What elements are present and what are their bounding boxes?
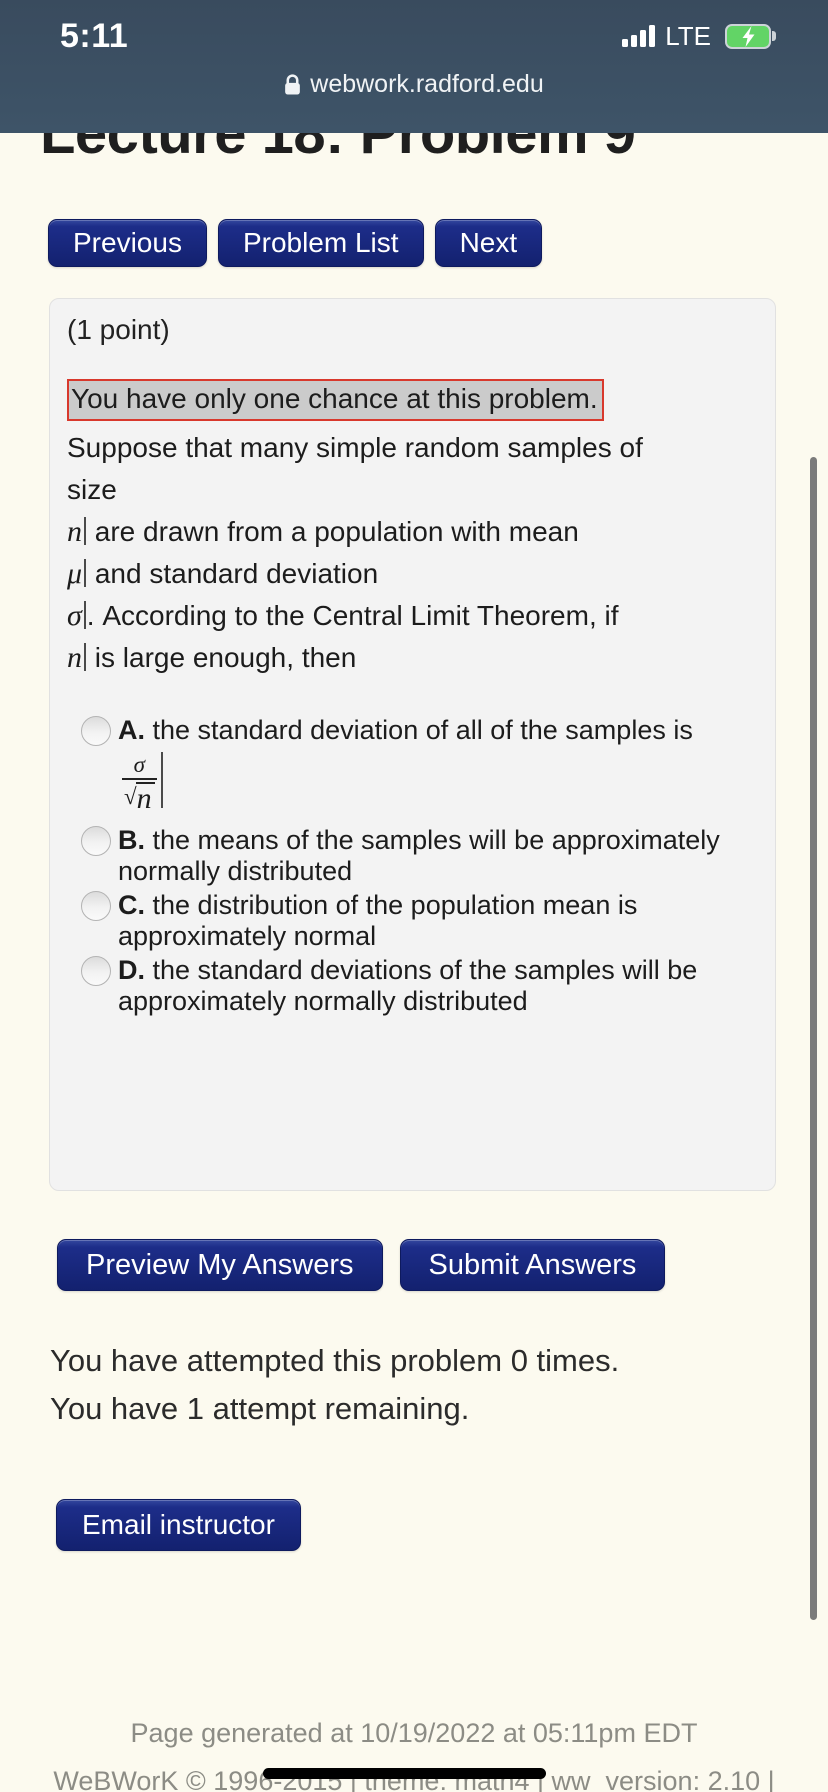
url-bar[interactable]: webwork.radford.edu bbox=[0, 70, 828, 99]
preview-answers-button[interactable]: Preview My Answers bbox=[57, 1239, 383, 1291]
page-scrollbar[interactable] bbox=[810, 457, 817, 1620]
option-text: the standard deviation of all of the sam… bbox=[152, 715, 693, 745]
next-button[interactable]: Next bbox=[434, 219, 543, 267]
math-cursor-bar bbox=[83, 601, 86, 629]
answer-actions: Preview My Answers Submit Answers bbox=[57, 1239, 828, 1291]
email-row: Email instructor bbox=[56, 1499, 828, 1551]
option-row-d[interactable]: D. the standard deviations of the sample… bbox=[67, 955, 758, 1017]
math-symbol-mu: μ bbox=[67, 557, 83, 590]
fraction-sigma-over-sqrt-n: σ √ n bbox=[122, 752, 693, 814]
option-text: the distribution of the population mean … bbox=[118, 890, 638, 951]
option-label: C. bbox=[118, 890, 145, 920]
problem-list-button[interactable]: Problem List bbox=[217, 219, 424, 267]
answer-options: A. the standard deviation of all of the … bbox=[67, 715, 758, 1017]
statement-line: Suppose that many simple random samples … bbox=[67, 432, 643, 463]
option-row-b[interactable]: B. the means of the samples will be appr… bbox=[67, 825, 758, 887]
math-symbol-sigma: σ bbox=[67, 599, 82, 632]
math-symbol-n: n bbox=[67, 515, 82, 548]
statement-line: μ and standard deviation bbox=[67, 557, 379, 590]
problem-box: (1 point) You have only one chance at th… bbox=[49, 298, 776, 1191]
footer-generated-text: Page generated at 10/19/2022 at 05:11pm … bbox=[130, 1718, 698, 1748]
radio-option-b[interactable] bbox=[81, 826, 111, 856]
points-label: (1 point) bbox=[67, 314, 170, 345]
option-row-a[interactable]: A. the standard deviation of all of the … bbox=[67, 715, 758, 822]
option-label: A. bbox=[118, 715, 145, 745]
math-cursor-bar bbox=[84, 643, 86, 671]
attempts-remaining-text: You have 1 attempt remaining. bbox=[50, 1391, 470, 1426]
status-bar: 5:11 LTE bbox=[0, 0, 828, 56]
math-cursor-bar bbox=[160, 752, 163, 809]
option-label: B. bbox=[118, 825, 145, 855]
radio-option-c[interactable] bbox=[81, 891, 111, 921]
submit-answers-button[interactable]: Submit Answers bbox=[399, 1239, 666, 1291]
statement-line: size bbox=[67, 474, 117, 505]
clock: 5:11 bbox=[60, 16, 129, 55]
radio-option-a[interactable] bbox=[81, 716, 111, 746]
statement-line: σ. According to the Central Limit Theore… bbox=[67, 599, 619, 632]
math-cursor-bar bbox=[84, 517, 86, 545]
page-footer: Page generated at 10/19/2022 at 05:11pm … bbox=[0, 1709, 828, 1792]
math-symbol-n: n bbox=[67, 641, 82, 674]
home-indicator-bar[interactable] bbox=[263, 1768, 546, 1779]
carrier-label: LTE bbox=[665, 20, 711, 51]
math-cursor-bar bbox=[84, 559, 87, 587]
one-chance-warning: You have only one chance at this problem… bbox=[67, 379, 604, 421]
option-text: the means of the samples will be approxi… bbox=[118, 825, 720, 886]
problem-navigation: Previous Problem List Next bbox=[48, 219, 828, 267]
option-label: D. bbox=[118, 955, 145, 985]
radio-option-d[interactable] bbox=[81, 956, 111, 986]
attempted-times-text: You have attempted this problem 0 times. bbox=[50, 1343, 620, 1378]
attempt-status: You have attempted this problem 0 times.… bbox=[50, 1337, 828, 1433]
option-row-c[interactable]: C. the distribution of the population me… bbox=[67, 890, 758, 952]
option-text: the standard deviations of the samples w… bbox=[118, 955, 698, 1016]
browser-top-chrome: 5:11 LTE webwork.radford.edu bbox=[0, 0, 828, 133]
lightning-bolt-icon bbox=[742, 25, 754, 47]
warning-wrap: You have only one chance at this problem… bbox=[67, 379, 758, 421]
battery-charging-icon bbox=[725, 23, 776, 49]
signal-strength-icon bbox=[622, 25, 656, 47]
statement-line: n is large enough, then bbox=[67, 641, 357, 674]
url-domain: webwork.radford.edu bbox=[310, 70, 544, 98]
previous-button[interactable]: Previous bbox=[48, 219, 207, 267]
email-instructor-button[interactable]: Email instructor bbox=[56, 1499, 301, 1551]
lock-icon bbox=[285, 74, 301, 95]
statement-line: n are drawn from a population with mean bbox=[67, 515, 579, 548]
